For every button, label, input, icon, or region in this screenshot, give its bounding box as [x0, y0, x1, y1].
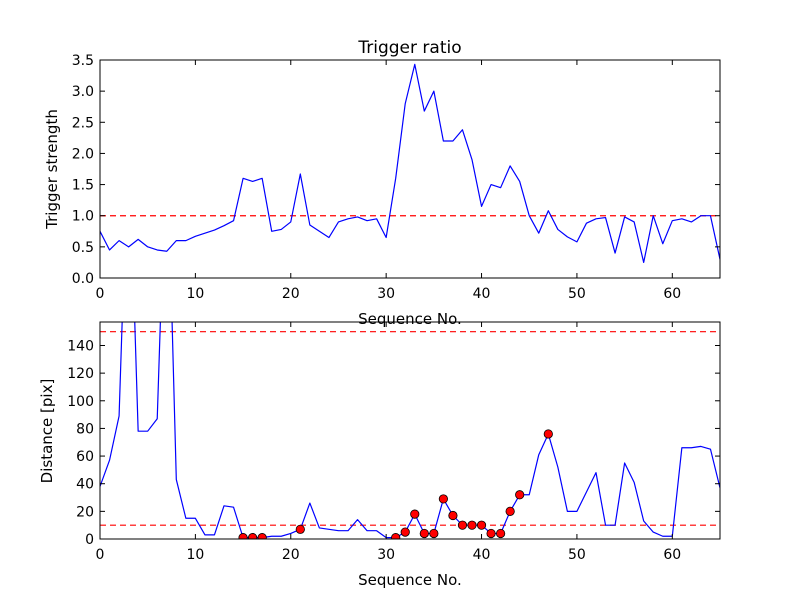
x-tick-label: 30 — [377, 286, 395, 302]
series-line — [100, 322, 720, 539]
data-marker — [505, 506, 515, 516]
x-tick-label: 20 — [282, 547, 300, 563]
series-line — [100, 63, 720, 264]
x-tick-label: 30 — [377, 547, 395, 563]
data-marker — [467, 520, 477, 530]
x-tick-label: 20 — [282, 286, 300, 302]
chart-title: Trigger ratio — [357, 38, 461, 58]
data-marker — [419, 528, 429, 539]
plot-area — [100, 63, 720, 264]
data-marker — [391, 533, 401, 539]
y-tick-label: 120 — [67, 366, 94, 382]
y-tick-label: 40 — [76, 477, 94, 493]
y-axis-label: Distance [pix] — [38, 379, 56, 484]
data-marker — [515, 490, 525, 500]
x-tick-label: 0 — [96, 286, 105, 302]
y-tick-label: 3.0 — [72, 84, 94, 100]
x-tick-label: 40 — [473, 547, 491, 563]
y-tick-label: 80 — [76, 421, 94, 437]
plot-frame — [99, 321, 721, 540]
data-marker — [543, 429, 553, 439]
distance-plot: Sequence No. Distance [pix] 0 10 20 30 40 50 6… — [38, 321, 721, 589]
x-tick-label: 50 — [568, 286, 586, 302]
x-tick-label: 50 — [568, 547, 586, 563]
data-marker — [476, 520, 487, 530]
y-tick-label: 0.5 — [72, 240, 94, 256]
data-marker — [448, 510, 458, 521]
x-tick-label: 60 — [663, 547, 681, 563]
data-marker — [400, 527, 410, 537]
y-tick-label: 2.5 — [72, 115, 94, 131]
y-axis-label: Trigger strength — [43, 109, 61, 230]
data-marker — [486, 528, 496, 539]
data-marker — [438, 494, 448, 504]
data-marker — [248, 533, 258, 539]
data-marker — [496, 528, 506, 539]
y-tick-label: 140 — [67, 338, 94, 354]
plot-frame — [99, 59, 721, 279]
data-marker — [429, 528, 439, 539]
data-marker — [238, 533, 248, 539]
x-tick-label: 10 — [186, 547, 204, 563]
y-tick-label: 0.0 — [72, 271, 94, 287]
y-tick-label: 3.5 — [72, 53, 94, 69]
trigger-ratio-plot: Trigger ratio Sequence No. Trigger stren… — [43, 38, 721, 328]
x-tick-label: 60 — [663, 286, 681, 302]
y-tick-label: 20 — [76, 504, 94, 520]
y-tick-label: 1.0 — [72, 209, 94, 225]
x-tick-label: 10 — [186, 286, 204, 302]
y-tick-label: 0 — [85, 532, 94, 548]
data-marker — [410, 509, 420, 519]
data-marker — [295, 524, 305, 534]
x-axis-label: Sequence No. — [358, 310, 462, 328]
y-tick-label: 60 — [76, 449, 94, 465]
y-tick-label: 100 — [67, 394, 94, 410]
y-tick-label: 2.0 — [72, 146, 94, 162]
x-tick-label: 40 — [473, 286, 491, 302]
x-axis-label: Sequence No. — [358, 571, 462, 589]
plot-area — [100, 322, 720, 539]
x-tick-label: 0 — [96, 547, 105, 563]
y-tick-label: 1.5 — [72, 178, 94, 194]
data-marker — [257, 533, 267, 539]
data-marker — [457, 520, 468, 530]
